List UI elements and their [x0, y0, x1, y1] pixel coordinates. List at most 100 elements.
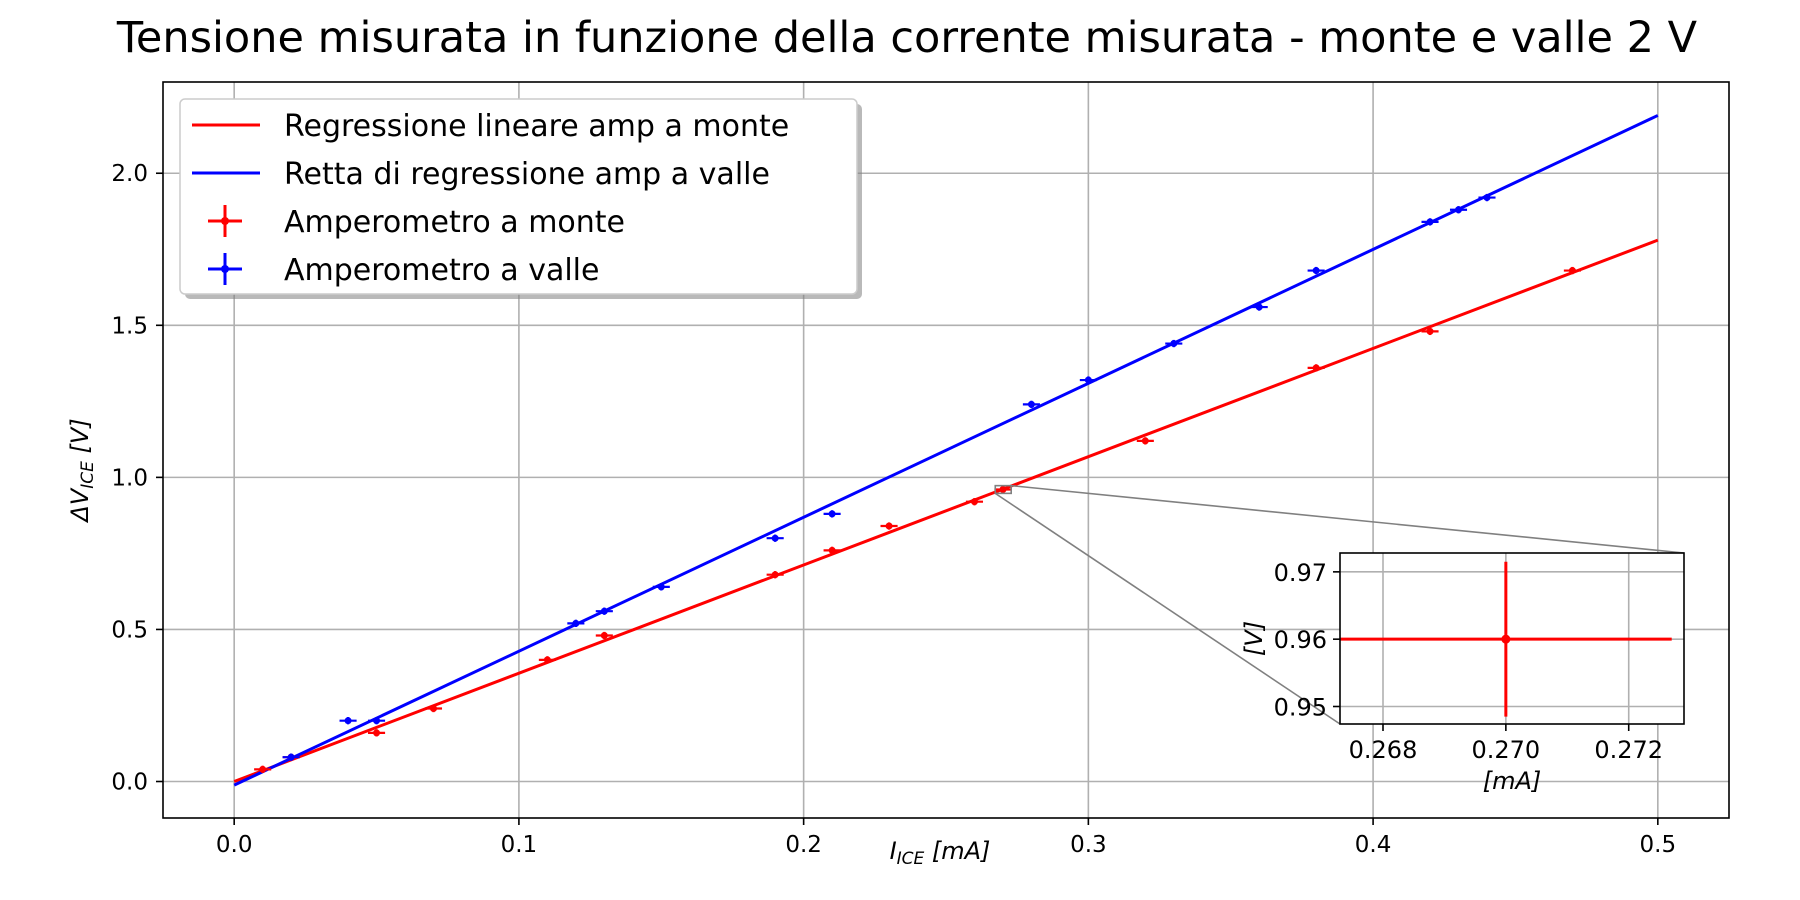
y-tick-label: 0.5 — [111, 617, 148, 643]
x-tick-label: 0.5 — [1640, 832, 1677, 858]
legend-label: Retta di regressione amp a valle — [284, 157, 770, 192]
data-point — [1563, 266, 1581, 275]
data-point — [1449, 206, 1468, 214]
point-marker — [1027, 400, 1035, 408]
data-point — [1136, 437, 1154, 445]
inset-point-marker — [1501, 634, 1511, 644]
data-point — [1478, 193, 1496, 202]
data-point — [1421, 218, 1439, 226]
data-point — [823, 546, 841, 555]
zoom-connector-line — [1011, 484, 1685, 554]
point-marker — [771, 534, 779, 542]
point-marker — [828, 510, 836, 518]
point-marker — [543, 656, 551, 664]
point-marker — [373, 729, 381, 737]
zoom-region-box — [994, 484, 1013, 495]
data-point — [254, 765, 272, 773]
data-point — [880, 522, 898, 530]
y-tick-label: 1.5 — [111, 313, 148, 339]
data-point — [339, 717, 357, 725]
point-marker — [1312, 364, 1320, 372]
data-points-layer — [254, 193, 1581, 773]
legend-box — [179, 98, 858, 295]
point-marker — [373, 717, 381, 725]
data-point — [823, 510, 841, 518]
inset-y-tick-label: 0.95 — [1274, 693, 1327, 721]
point-marker — [657, 583, 665, 591]
data-point — [1022, 400, 1040, 409]
point-marker — [1426, 327, 1434, 335]
data-point — [652, 583, 670, 591]
data-point — [1307, 266, 1325, 275]
legend-label: Amperometro a monte — [284, 205, 625, 240]
data-point — [424, 704, 443, 713]
inset-x-tick-label: 0.270 — [1471, 736, 1540, 764]
point-marker — [600, 632, 608, 640]
legend-marker — [221, 217, 229, 225]
point-marker — [1141, 437, 1149, 445]
data-point — [1421, 327, 1439, 336]
data-point — [595, 631, 613, 640]
inset-y-tick-label: 0.96 — [1274, 626, 1327, 654]
legend-marker — [221, 265, 229, 273]
regression-line — [233, 114, 1659, 787]
point-marker — [600, 607, 608, 615]
legend-label: Amperometro a valle — [284, 253, 599, 288]
x-tick-label: 0.4 — [1355, 832, 1392, 858]
data-point — [766, 534, 784, 542]
data-point — [538, 656, 556, 664]
y-tick-label: 1.0 — [111, 465, 148, 491]
data-point — [595, 607, 613, 615]
data-point — [965, 498, 984, 506]
x-tick-label: 0.0 — [216, 832, 253, 858]
point-marker — [1483, 194, 1491, 202]
legend-item: Amperometro a monte — [208, 205, 625, 240]
legend-item: Regressione lineare amp a monte — [192, 109, 789, 144]
data-point — [368, 717, 386, 725]
point-marker — [828, 546, 836, 554]
axes-layer: 0.0 0.1 0.2 0.3 0.4 0.5 0.0 0.5 1.0 1.5 2.0 — [111, 81, 1730, 858]
point-marker — [429, 705, 437, 713]
point-marker — [287, 753, 295, 761]
x-tick-label: 0.1 — [501, 832, 538, 858]
point-marker — [1426, 218, 1434, 226]
point-marker — [1312, 267, 1320, 275]
x-tick-label: 0.3 — [1070, 832, 1107, 858]
data-point — [994, 485, 1012, 494]
y-tick-label: 0.0 — [111, 770, 148, 796]
point-marker — [1455, 206, 1463, 214]
data-point — [1079, 376, 1097, 384]
inset-zoom: 0.268 0.270 0.272 0.95 0.96 0.97 [mA] [V] — [994, 484, 1685, 795]
point-marker — [572, 619, 580, 627]
plot-frame — [162, 81, 1730, 819]
point-marker — [1084, 376, 1092, 384]
legend: Regressione lineare amp a monte Retta di … — [179, 98, 862, 299]
point-marker — [999, 486, 1007, 494]
x-axis-label: IICE [mA] — [890, 837, 991, 869]
inset-x-tick-label: 0.272 — [1594, 736, 1663, 764]
inset-x-axis-label: [mA] — [1483, 767, 1542, 795]
x-tick-label: 0.2 — [785, 832, 822, 858]
point-marker — [344, 717, 352, 725]
chart-title: Tensione misurata in funzione della corr… — [116, 13, 1698, 63]
data-point — [1307, 364, 1325, 372]
y-tick-label: 2.0 — [111, 161, 148, 187]
legend-item: Retta di regressione amp a valle — [192, 157, 770, 192]
point-marker — [885, 522, 893, 530]
data-point — [282, 753, 300, 761]
y-axis-label: ΔVICE [V] — [66, 418, 98, 523]
inset-x-tick-label: 0.268 — [1349, 736, 1418, 764]
legend-label: Regressione lineare amp a monte — [284, 109, 789, 144]
point-marker — [259, 765, 267, 773]
inset-y-tick-label: 0.97 — [1274, 559, 1327, 587]
regression-line — [233, 238, 1659, 783]
point-marker — [970, 498, 978, 506]
data-point — [368, 729, 386, 737]
data-point — [766, 571, 784, 579]
zoom-connector-line — [994, 492, 1341, 725]
point-marker — [1170, 340, 1178, 348]
inset-frame — [1339, 552, 1685, 725]
point-marker — [1568, 267, 1576, 275]
